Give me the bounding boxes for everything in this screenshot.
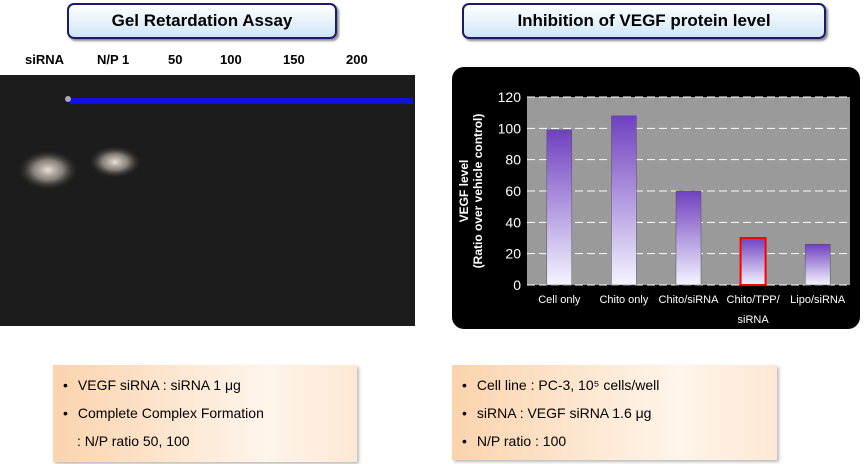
bar: [546, 129, 573, 286]
bullet: •: [462, 433, 467, 449]
lane-label: 150: [283, 52, 305, 67]
y-tick-label: 20: [505, 246, 521, 262]
note-text: VEGF siRNA : siRNA 1 μg: [77, 377, 241, 393]
y-tick-label: 60: [505, 183, 521, 199]
bar: [611, 115, 637, 286]
bar: [675, 190, 702, 286]
bar: [739, 237, 767, 286]
lane-label: N/P 1: [97, 52, 130, 67]
x-tick-label: Chito/TPP/siRNA: [727, 294, 781, 326]
bullet: •: [462, 405, 467, 421]
note-line: • siRNA : VEGF siRNA 1.6 μg: [462, 399, 777, 427]
y-axis-title: VEGF level(Ratio over vehicle control): [457, 114, 485, 269]
x-tick-label: Lipo/siRNA: [790, 294, 846, 306]
note-text: N/P ratio : 100: [476, 433, 567, 449]
note-line: • Cell line : PC-3, 10⁵ cells/well: [462, 371, 777, 399]
notes-left: • VEGF siRNA : siRNA 1 μg • Complete Comple…: [53, 365, 357, 462]
note-text: : N/P ratio 50, 100: [77, 433, 190, 449]
note-line: • VEGF siRNA : siRNA 1 μg: [63, 371, 357, 399]
note-text: Cell line : PC-3, 10⁵ cells/well: [476, 377, 660, 393]
y-axis-title-line: (Ratio over vehicle control): [471, 114, 485, 269]
lane-label: 200: [346, 52, 368, 67]
y-tick-label: 0: [513, 277, 521, 293]
lane-label: siRNA: [25, 52, 65, 67]
lane-label: 100: [220, 52, 242, 67]
notes-right: • Cell line : PC-3, 10⁵ cells/well • siRNA …: [452, 365, 777, 460]
y-tick-label: 100: [498, 120, 522, 136]
bullet: •: [462, 377, 467, 393]
note-line: • N/P ratio : 100: [462, 427, 777, 455]
gel-title: Gel Retardation Assay: [67, 3, 337, 39]
x-tick-label: Chito/siRNA: [659, 294, 720, 306]
y-tick-label: 120: [498, 89, 522, 105]
note-line: : N/P ratio 50, 100: [63, 427, 357, 455]
chart-title: Inhibition of VEGF protein level: [462, 3, 826, 39]
bullet: •: [63, 377, 68, 393]
note-text: siRNA : VEGF siRNA 1.6 μg: [476, 405, 652, 421]
lane-label: 50: [168, 52, 183, 67]
bullet: •: [63, 405, 68, 421]
note-line: • Complete Complex Formation: [63, 399, 357, 427]
x-tick-label: Chito only: [599, 294, 648, 306]
y-tick-label: 40: [505, 214, 521, 230]
y-axis-title-line: VEGF level: [457, 160, 471, 223]
gel-image: [0, 75, 415, 326]
bar: [804, 244, 831, 286]
chart: 0 20 40 60 80 100 120 VEGF level(Ratio over veh…: [452, 67, 860, 329]
x-tick-label: Cell only: [538, 294, 581, 306]
note-text: Complete Complex Formation: [77, 405, 264, 421]
y-tick-label: 80: [505, 152, 521, 168]
